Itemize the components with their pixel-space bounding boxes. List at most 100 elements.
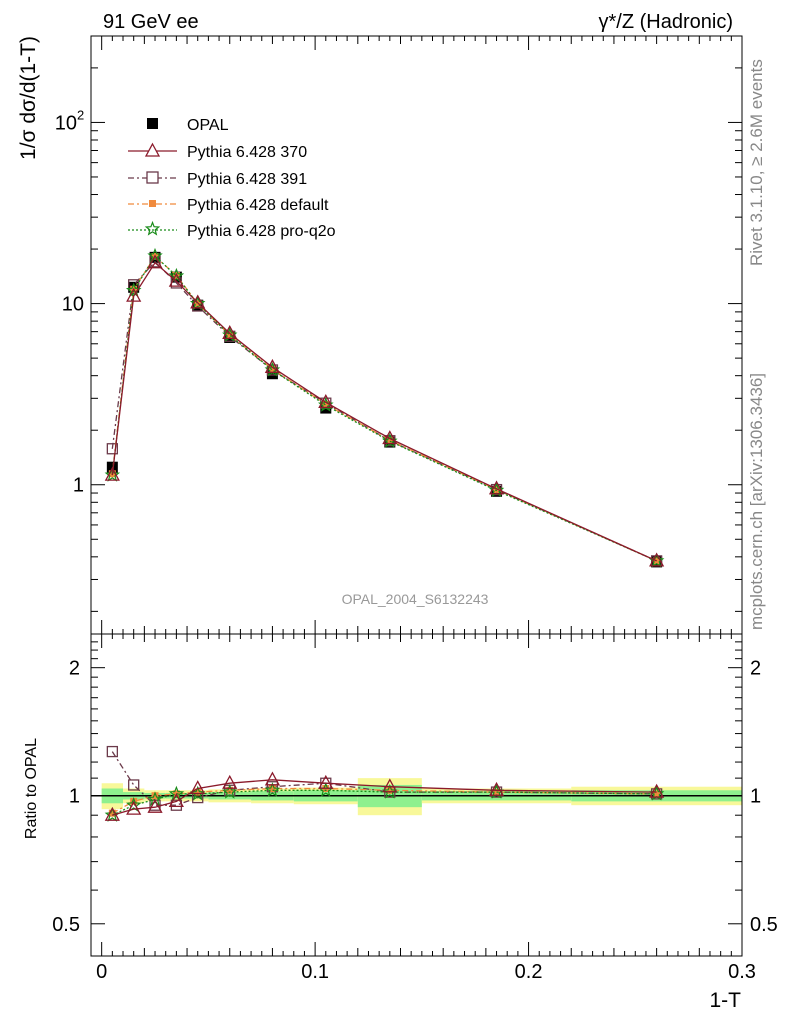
x-tick-label: 0 xyxy=(96,961,107,983)
point-marker xyxy=(106,745,118,758)
energy-label: 91 GeV ee xyxy=(103,11,199,33)
legend-entry-391: Pythia 6.428 391 xyxy=(128,171,307,188)
main-y-tick-label-exp: 2 xyxy=(77,107,84,122)
point-marker xyxy=(194,788,202,796)
point-marker xyxy=(147,791,163,807)
legend-marker-q2o xyxy=(144,220,161,236)
main-y-tick-label: 10 xyxy=(62,294,84,316)
point-marker xyxy=(168,267,185,283)
point-marker xyxy=(649,552,665,567)
point-marker xyxy=(653,557,661,565)
point-marker xyxy=(653,790,661,798)
main-panel-series xyxy=(104,247,665,568)
x-axis-title: 1-T xyxy=(710,989,742,1012)
legend-entry-default: Pythia 6.428 default xyxy=(128,197,329,214)
point-marker xyxy=(147,247,163,263)
legend-marker-391 xyxy=(146,171,159,184)
ratio-panel-series xyxy=(104,745,665,822)
point-marker xyxy=(386,436,394,444)
x-tick-label: 0.1 xyxy=(301,961,329,983)
point-marker xyxy=(189,295,206,311)
point-marker xyxy=(318,774,334,789)
point-marker xyxy=(108,809,116,817)
ratio-series-pythia-6-428-370 xyxy=(104,771,665,821)
ratio-y-tick-label-right: 1 xyxy=(750,786,761,808)
legend-marker-opal xyxy=(147,118,158,129)
point-marker xyxy=(493,486,501,494)
point-marker xyxy=(488,781,505,796)
point-marker xyxy=(222,783,238,799)
point-marker xyxy=(168,785,185,801)
ratio-panel-frame xyxy=(90,633,743,957)
ratio-y-axis-title: Ratio to OPAL xyxy=(23,738,40,839)
point-marker xyxy=(318,393,334,408)
series-line xyxy=(111,254,657,562)
x-tick-label: 0.3 xyxy=(728,961,756,983)
series-pythia-6-428-default xyxy=(108,252,661,565)
series-pythia-6-428-pro-q2o xyxy=(104,247,665,568)
legend-label-370: Pythia 6.428 370 xyxy=(187,144,307,161)
point-marker xyxy=(264,782,281,797)
point-marker xyxy=(126,287,142,302)
point-marker xyxy=(268,784,276,792)
point-marker xyxy=(381,783,398,799)
ratio-y-tick-label-right: 2 xyxy=(750,658,761,680)
point-marker xyxy=(322,400,330,408)
point-marker xyxy=(104,466,121,482)
legend-label-opal: OPAL xyxy=(187,117,229,134)
point-marker xyxy=(264,358,281,373)
point-marker xyxy=(222,774,238,789)
point-marker xyxy=(168,792,184,808)
point-marker xyxy=(125,797,142,812)
point-marker xyxy=(266,368,278,380)
point-marker xyxy=(104,806,120,821)
legend-label-default: Pythia 6.428 default xyxy=(187,197,329,214)
point-marker xyxy=(104,466,120,481)
main-y-tick-label: 1 xyxy=(73,475,84,497)
main-y-axis-title: 1/σ dσ/d(1-T) xyxy=(17,36,40,160)
ratio-y-tick-label: 1 xyxy=(69,786,80,808)
legend-entry-370: Pythia 6.428 370 xyxy=(128,142,307,161)
point-marker xyxy=(226,786,234,794)
point-marker xyxy=(488,480,505,495)
point-marker xyxy=(170,799,183,811)
point-marker xyxy=(126,800,142,815)
point-marker xyxy=(104,807,121,822)
point-marker xyxy=(386,786,394,794)
main-y-tick-label: 10 xyxy=(55,112,77,134)
legend-label-391: Pythia 6.428 391 xyxy=(187,171,307,188)
process-label: γ*/Z (Hadronic) xyxy=(599,11,733,33)
ratio-y-tick-label: 0.5 xyxy=(52,914,80,936)
point-marker xyxy=(168,272,184,287)
point-marker xyxy=(106,443,118,455)
legend-marker-default xyxy=(149,200,156,207)
point-marker xyxy=(382,778,398,793)
point-marker xyxy=(268,365,276,373)
legend-entry-opal: OPAL xyxy=(147,117,229,134)
point-marker xyxy=(264,771,281,786)
legend-entry-q2o: Pythia 6.428 pro-q2o xyxy=(128,220,336,240)
series-pythia-6-428-370 xyxy=(104,254,665,567)
point-marker xyxy=(190,294,206,309)
ratio-y-tick-label: 2 xyxy=(69,658,80,680)
point-marker xyxy=(190,780,206,795)
ratio-series-line xyxy=(112,789,657,816)
point-marker xyxy=(151,792,159,800)
series-opal xyxy=(106,251,663,568)
rivet-label: Rivet 3.1.10, ≥ 2.6M events xyxy=(747,59,766,266)
point-marker xyxy=(147,254,163,269)
ratio-panel-axes: 0.5 0.5 1 1 2 2 0 0.1 0.2 0.3 xyxy=(52,634,778,983)
point-marker xyxy=(382,430,398,445)
point-marker xyxy=(649,783,665,798)
legend-marker-370 xyxy=(144,142,161,157)
point-marker xyxy=(128,779,140,791)
ratio-series-line xyxy=(112,779,657,816)
series-line xyxy=(111,261,657,562)
series-pythia-6-428-391 xyxy=(106,256,663,567)
x-tick-label: 0.2 xyxy=(515,961,543,983)
point-marker xyxy=(222,324,238,340)
ratio-y-tick-label-right: 0.5 xyxy=(750,914,778,936)
legend: OPAL Pythia 6.428 370 Pythia 6.428 391 P… xyxy=(128,117,336,240)
